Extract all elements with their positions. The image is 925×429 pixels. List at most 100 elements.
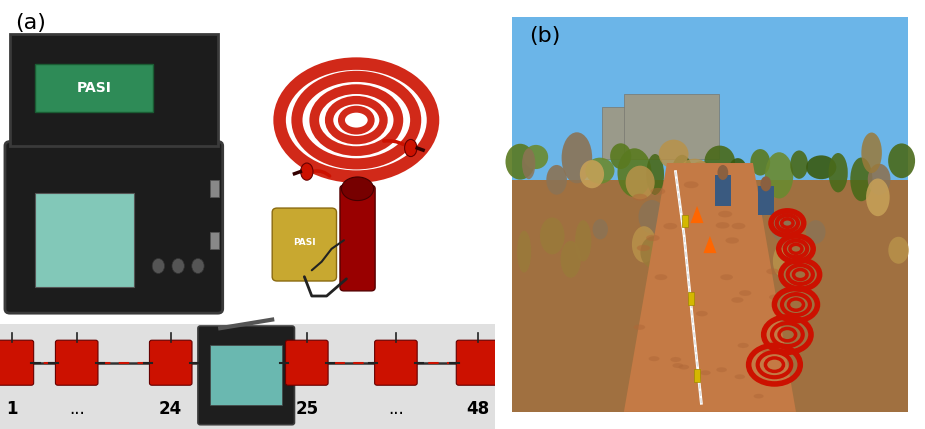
Ellipse shape	[717, 236, 730, 271]
Text: (a): (a)	[15, 13, 45, 33]
Ellipse shape	[630, 221, 644, 227]
Bar	[623, 94, 719, 159]
Ellipse shape	[691, 222, 713, 263]
Ellipse shape	[570, 139, 587, 187]
Ellipse shape	[749, 151, 777, 200]
Ellipse shape	[563, 164, 586, 202]
Ellipse shape	[884, 209, 903, 227]
Ellipse shape	[884, 136, 912, 176]
FancyBboxPatch shape	[340, 185, 376, 291]
Ellipse shape	[352, 116, 362, 124]
Polygon shape	[623, 163, 796, 412]
Ellipse shape	[807, 259, 827, 276]
Ellipse shape	[172, 258, 184, 274]
Polygon shape	[704, 236, 716, 253]
Ellipse shape	[767, 147, 796, 165]
Polygon shape	[10, 34, 217, 146]
Bar	[0, 0, 495, 324]
Ellipse shape	[849, 147, 870, 191]
Text: ...: ...	[388, 400, 404, 418]
Ellipse shape	[684, 401, 694, 405]
Ellipse shape	[767, 199, 782, 205]
Ellipse shape	[729, 183, 744, 190]
Ellipse shape	[660, 202, 674, 209]
Ellipse shape	[691, 255, 706, 275]
Ellipse shape	[703, 391, 713, 396]
FancyBboxPatch shape	[5, 142, 223, 313]
Ellipse shape	[741, 259, 754, 265]
Ellipse shape	[894, 253, 912, 283]
Bar	[210, 180, 219, 197]
Ellipse shape	[532, 199, 546, 219]
Ellipse shape	[763, 379, 774, 384]
Ellipse shape	[153, 258, 165, 274]
Ellipse shape	[732, 160, 753, 200]
Ellipse shape	[679, 254, 705, 276]
Text: 25: 25	[295, 400, 318, 418]
Ellipse shape	[576, 178, 593, 215]
Ellipse shape	[672, 344, 684, 350]
Bar	[694, 369, 700, 382]
Text: 1: 1	[6, 400, 18, 418]
Ellipse shape	[722, 148, 736, 177]
Ellipse shape	[870, 156, 893, 190]
Ellipse shape	[712, 250, 725, 256]
Ellipse shape	[794, 178, 808, 199]
Ellipse shape	[655, 393, 665, 398]
FancyBboxPatch shape	[0, 340, 33, 385]
Ellipse shape	[678, 185, 699, 203]
Ellipse shape	[639, 196, 653, 202]
Ellipse shape	[524, 148, 550, 187]
Text: PASI: PASI	[77, 81, 112, 95]
Ellipse shape	[845, 211, 863, 235]
Bar	[34, 64, 154, 112]
Ellipse shape	[870, 242, 898, 263]
Text: 24: 24	[159, 400, 182, 418]
Bar	[0, 324, 495, 429]
Ellipse shape	[404, 139, 417, 157]
Ellipse shape	[763, 366, 773, 371]
Ellipse shape	[499, 157, 525, 196]
Ellipse shape	[664, 356, 675, 361]
Ellipse shape	[780, 229, 806, 252]
Ellipse shape	[734, 193, 761, 219]
Ellipse shape	[625, 156, 653, 190]
FancyBboxPatch shape	[272, 208, 337, 281]
Ellipse shape	[815, 246, 840, 288]
Bar	[210, 232, 219, 249]
Ellipse shape	[674, 383, 684, 387]
Ellipse shape	[642, 148, 672, 181]
Bar	[683, 214, 688, 227]
Text: ...: ...	[68, 400, 84, 418]
Ellipse shape	[730, 357, 740, 363]
Ellipse shape	[709, 211, 723, 218]
Ellipse shape	[191, 258, 204, 274]
Ellipse shape	[737, 257, 750, 263]
Ellipse shape	[544, 142, 576, 188]
Ellipse shape	[821, 142, 855, 176]
Polygon shape	[691, 206, 704, 223]
Ellipse shape	[679, 212, 702, 245]
Ellipse shape	[761, 146, 795, 188]
Ellipse shape	[697, 225, 714, 248]
Bar	[210, 345, 282, 405]
Ellipse shape	[713, 253, 726, 259]
Bar	[758, 186, 773, 214]
Text: PASI: PASI	[293, 238, 315, 247]
Ellipse shape	[687, 400, 697, 404]
Ellipse shape	[611, 163, 632, 188]
FancyBboxPatch shape	[286, 340, 328, 385]
Ellipse shape	[741, 174, 759, 210]
Bar	[687, 292, 694, 305]
FancyBboxPatch shape	[198, 326, 294, 425]
Ellipse shape	[811, 253, 832, 288]
Bar	[512, 17, 907, 180]
Ellipse shape	[783, 164, 812, 186]
Ellipse shape	[653, 150, 671, 191]
FancyBboxPatch shape	[456, 340, 499, 385]
Text: (b): (b)	[529, 26, 561, 46]
Bar	[602, 107, 680, 159]
Ellipse shape	[760, 176, 771, 191]
Bar	[715, 175, 731, 206]
Text: 48: 48	[466, 400, 489, 418]
